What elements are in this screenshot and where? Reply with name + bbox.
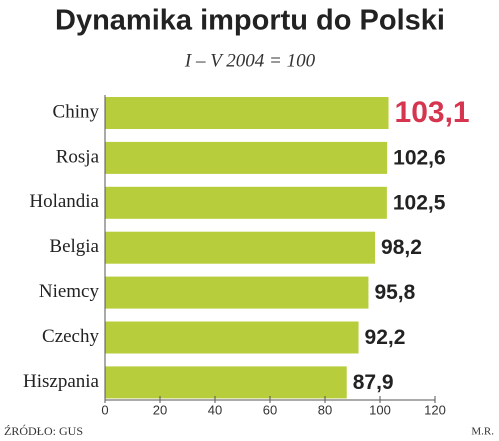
- credit: M.R.: [471, 426, 494, 438]
- value-label: 102,6: [393, 146, 446, 169]
- y-tick-label: Czechy: [42, 326, 99, 347]
- x-tick-label: 0: [101, 402, 108, 417]
- y-tick-label: Rosja: [56, 146, 100, 167]
- bar: [105, 231, 376, 264]
- x-tick-label: 80: [318, 402, 332, 417]
- y-tick-label: Chiny: [53, 101, 100, 122]
- value-label: 102,5: [393, 191, 446, 214]
- chart-subtitle: I – V 2004 = 100: [184, 50, 316, 71]
- bar: [105, 366, 347, 399]
- x-tick-label: 20: [153, 402, 167, 417]
- bar: [105, 276, 369, 309]
- x-tick-label: 120: [424, 402, 446, 417]
- bar: [105, 321, 359, 354]
- y-tick-label: Belgia: [49, 236, 99, 257]
- value-label: 95,8: [374, 281, 415, 304]
- source: ŹRÓDŁO: GUS: [4, 424, 83, 438]
- value-label: 98,2: [381, 236, 422, 259]
- x-tick-label: 40: [208, 402, 222, 417]
- value-label: 87,9: [353, 371, 394, 394]
- x-tick-label: 60: [263, 402, 277, 417]
- y-tick-label: Holandia: [29, 191, 99, 212]
- value-label: 103,1: [395, 96, 470, 129]
- y-tick-label: Hiszpania: [23, 371, 100, 392]
- y-tick-label: Niemcy: [39, 281, 100, 302]
- chart-title: Dynamika importu do Polski: [55, 5, 445, 37]
- value-label: 92,2: [365, 326, 406, 349]
- x-tick-label: 100: [369, 402, 391, 417]
- bar: [105, 141, 388, 174]
- bar: [105, 186, 387, 219]
- bar: [105, 97, 389, 129]
